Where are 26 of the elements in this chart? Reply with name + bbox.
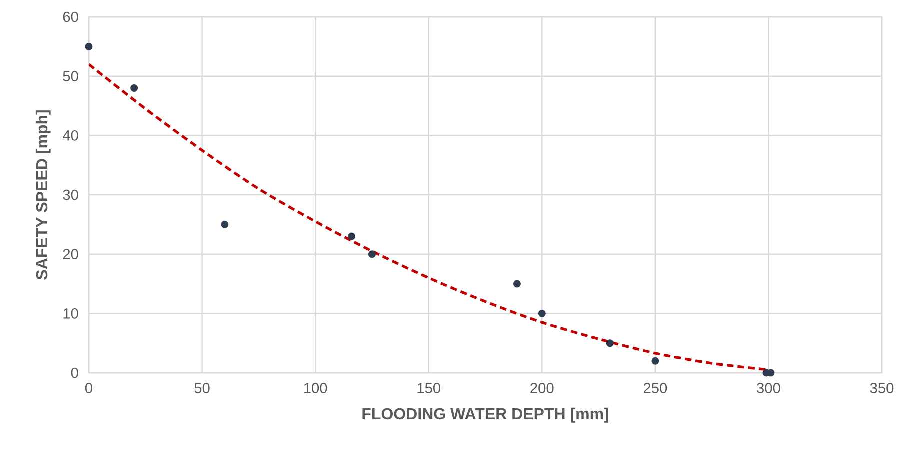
- y-tick-label: 60: [63, 12, 78, 22]
- x-tick-label: 50: [194, 383, 210, 394]
- x-tick-label: 250: [644, 383, 668, 394]
- y-tick-label: 0: [71, 368, 78, 378]
- y-tick-label: 10: [64, 308, 78, 319]
- point: [513, 280, 521, 288]
- point: [368, 250, 376, 258]
- y-tick-label: 50: [63, 71, 78, 82]
- x-tick-label: 0: [85, 383, 92, 394]
- y-tick-label: 30: [63, 190, 78, 200]
- x-tick-label: 200: [530, 383, 554, 394]
- x-axis-title: FLOODING WATER DEPTH [mm]: [362, 408, 608, 423]
- point: [348, 232, 356, 240]
- point: [538, 310, 546, 318]
- x-tick-label: 300: [757, 383, 780, 394]
- point: [85, 42, 93, 50]
- point: [130, 84, 138, 92]
- x-tick-label: 350: [870, 383, 894, 394]
- y-tick-label: 40: [62, 130, 78, 141]
- x-tick-label: 100: [304, 383, 328, 394]
- x-tick-label: 150: [418, 383, 441, 394]
- point: [221, 220, 229, 228]
- y-tick-label: 20: [63, 249, 78, 260]
- y-axis-title: SAFETY SPEED [mph]: [36, 110, 51, 280]
- point: [652, 357, 660, 365]
- point: [606, 340, 614, 348]
